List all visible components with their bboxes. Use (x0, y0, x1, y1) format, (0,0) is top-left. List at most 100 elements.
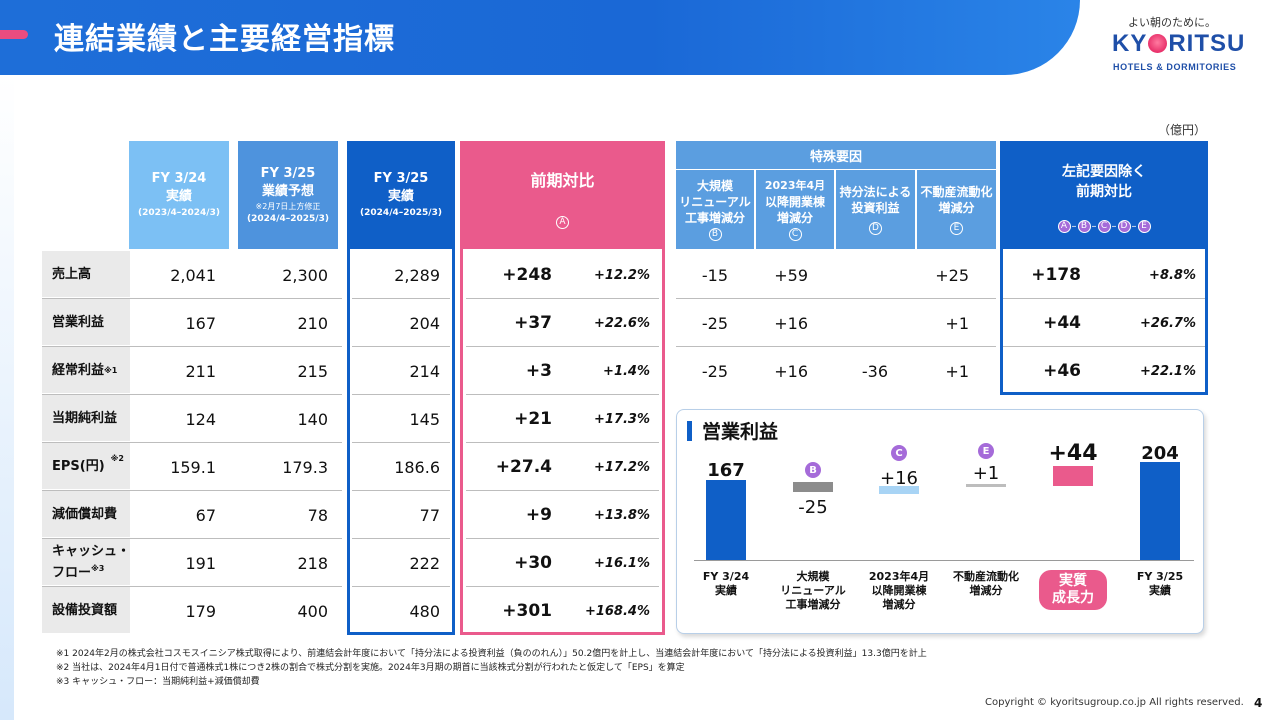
header-fy25-title: FY 3/25 (373, 171, 429, 186)
cell-yoy: +9 (525, 505, 552, 525)
header-special-b: 大規模 リニューアル 工事増減分 B (676, 170, 754, 249)
waterfall-bar-5 (1140, 462, 1180, 560)
formula-e-icon: E (1137, 219, 1151, 233)
row-divider (352, 586, 450, 587)
header-fy25f-sub: 業績予想 (261, 183, 314, 199)
row-divider (130, 394, 342, 395)
waterfall-xlabel-line: 実績 (715, 584, 737, 597)
cell-yoy-pct: +22.6% (594, 315, 650, 331)
cell-fy25-forecast: 218 (297, 553, 328, 573)
cell-special-e: +1 (945, 313, 969, 333)
fy25-column-frame (347, 249, 455, 635)
operating-profit-panel (676, 409, 1204, 634)
row-label: 設備投資額 (42, 587, 130, 633)
cell-fy25: 77 (419, 505, 440, 525)
cell-fy25: 480 (409, 601, 440, 621)
row-label-line2: フロー (52, 565, 92, 581)
waterfall-value-4: +44 (1048, 441, 1098, 466)
cell-yoy-pct: +16.1% (594, 555, 650, 571)
waterfall-xlabel-0: FY 3/24 実績 (681, 570, 771, 598)
header-e-l2: 増減分 (938, 201, 975, 215)
copyright: Copyright © kyoritsugroup.co.jp All righ… (985, 697, 1244, 708)
sun-icon (1148, 34, 1168, 53)
row-label-text: EPS(円) (52, 458, 105, 474)
waterfall-xlabel-line: FY 3/24 (702, 570, 750, 583)
waterfall-value-2: +16 (880, 468, 918, 489)
row-label-text: 設備投資額 (52, 602, 118, 618)
row-label-text: 経常利益 (52, 362, 105, 378)
waterfall-bar-4 (1053, 466, 1093, 486)
cell-fy24: 124 (185, 409, 216, 429)
cell-fy24: 179 (185, 601, 216, 621)
cell-fy25: 222 (409, 553, 440, 573)
row-divider (1003, 298, 1205, 299)
yoy-column-frame (460, 249, 665, 635)
cell-yoy-pct: +12.2% (594, 267, 650, 283)
row-divider (352, 394, 450, 395)
cell-special-d (836, 299, 888, 347)
row-label-line1: キャッシュ・ (52, 543, 131, 559)
row-divider (676, 298, 996, 299)
title-accent (0, 30, 28, 39)
waterfall-bar-0 (706, 479, 746, 560)
mark-a-icon: A (556, 216, 569, 229)
cell-yoy-pct: +13.8% (594, 507, 650, 523)
cell-fy24: 167 (185, 313, 216, 333)
cell-fy24: 159.1 (170, 457, 216, 477)
header-fy25-forecast: FY 3/25 業績予想 ※2月7日上方修正 (2024/4–2025/3) (238, 141, 338, 249)
row-label: 経常利益 ※1 (42, 347, 130, 393)
waterfall-xlabel-line: リニューアル (780, 584, 846, 597)
row-divider (466, 490, 659, 491)
mark-d-icon: D (869, 222, 882, 235)
mark-b-icon: B (708, 228, 722, 241)
footnote-1: ※1 2024年2月の株式会社コスモスイニシア株式取得により、前連結会計年度にお… (56, 649, 927, 659)
waterfall-xlabel-line: FY 3/25 (1136, 570, 1184, 583)
row-divider (42, 442, 130, 443)
cell-fy25-forecast: 400 (297, 601, 328, 621)
cell-fy24: 2,041 (170, 265, 216, 285)
cell-fy25: 214 (409, 361, 440, 381)
row-label-text: 当期純利益 (52, 410, 118, 426)
waterfall-value-3: +1 (972, 463, 1000, 484)
row-label-note: ※1 (104, 365, 118, 375)
header-fy24-title: FY 3/24 (151, 171, 207, 186)
cell-fy25: 2,289 (394, 265, 440, 285)
header-fy25f-period: (2024/4–2025/3) (247, 213, 329, 224)
header-fy25-period: (2024/4–2025/3) (360, 208, 442, 218)
row-divider (130, 490, 342, 491)
cell-yoy: +27.4 (495, 457, 552, 477)
row-label-note: ※2 (110, 453, 124, 463)
panel-title: 営業利益 (702, 421, 779, 443)
row-divider (130, 538, 342, 539)
waterfall-xlabel-line: 以降開業棟 (871, 584, 927, 597)
row-label-text: 営業利益 (52, 314, 105, 330)
row-label: 減価償却費 (42, 491, 130, 537)
header-yoy-title: 前期対比 (530, 171, 595, 190)
waterfall-xlabel-3: 不動産流動化 増減分 (941, 570, 1031, 598)
waterfall-bar-3 (966, 484, 1006, 487)
row-divider (466, 346, 659, 347)
row-divider (130, 442, 342, 443)
row-divider (676, 346, 996, 347)
cell-adjusted: +178 (1031, 265, 1081, 285)
row-divider (42, 346, 130, 347)
cell-fy24: 191 (185, 553, 216, 573)
header-c-l3: 増減分 (776, 211, 813, 225)
cell-special-b: -15 (701, 265, 728, 285)
cell-fy24: 211 (185, 361, 216, 381)
row-divider (42, 538, 130, 539)
header-adj-l2: 前期対比 (1076, 183, 1132, 200)
row-divider (352, 490, 450, 491)
logo-tagline: よい朝のために。 (1128, 16, 1216, 29)
waterfall-value-5: 204 (1141, 443, 1179, 464)
waterfall-baseline (694, 560, 1194, 561)
row-divider (466, 394, 659, 395)
side-gradient (0, 75, 14, 720)
waterfall-xlabel-2: 2023年4月 以降開業棟 増減分 (854, 570, 944, 612)
row-divider (1003, 346, 1205, 347)
cell-special-c: +16 (774, 361, 808, 381)
waterfall-value-1: -25 (798, 497, 828, 518)
header-d-l2: 投資利益 (851, 201, 900, 215)
row-divider (352, 298, 450, 299)
header-c-l1: 2023年4月 (764, 179, 826, 192)
